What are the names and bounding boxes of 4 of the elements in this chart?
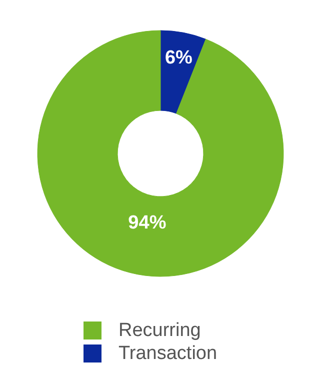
legend-label: Transaction xyxy=(118,343,218,364)
data-label: 6% xyxy=(164,48,193,69)
legend-label: Recurring xyxy=(118,320,201,341)
data-label: 94% xyxy=(128,212,166,234)
